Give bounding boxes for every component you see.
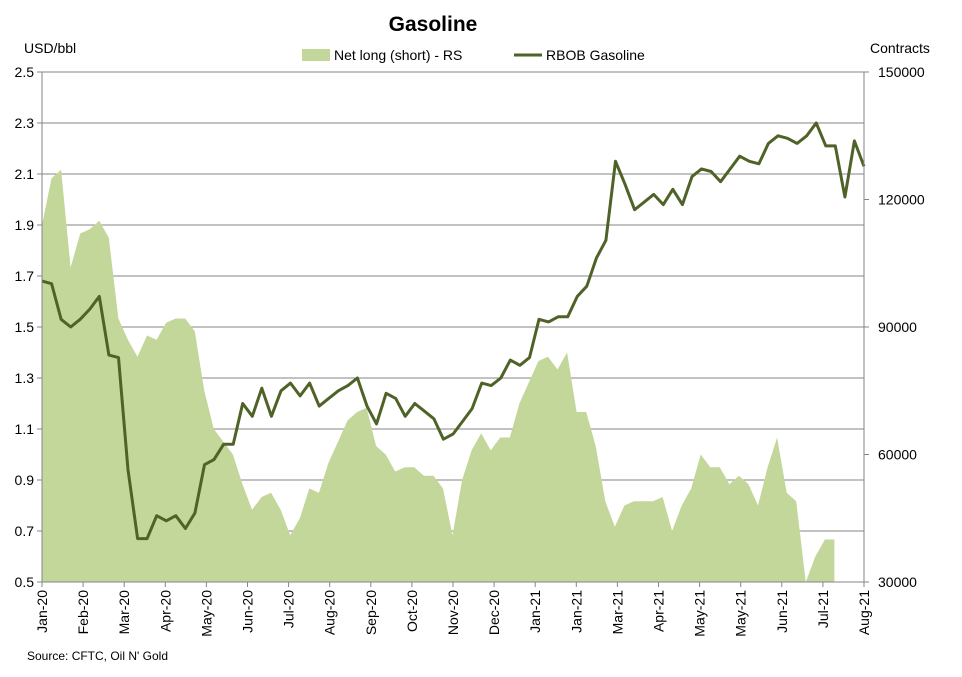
x-tick-label: Jan-21 (527, 590, 543, 633)
right-tick-label: 120000 (878, 192, 925, 208)
x-tick-label: Sep-20 (363, 590, 379, 635)
x-tick-label: Jan-21 (568, 590, 584, 633)
x-tick-label: Mar-21 (609, 590, 625, 635)
x-tick-label: May-21 (733, 590, 749, 637)
left-tick-label: 0.7 (15, 523, 35, 539)
right-axis-ticks: 30000 60000 90000 120000 150000 (864, 64, 925, 590)
rbob-gasoline-line-series (41, 121, 866, 541)
net-long-area (42, 169, 835, 583)
right-tick-label: 60000 (878, 447, 917, 463)
left-tick-label: 1.3 (15, 370, 35, 386)
x-tick-label: Jul-20 (281, 590, 297, 628)
right-tick-label: 90000 (878, 319, 917, 335)
rbob-gasoline-line (41, 121, 866, 541)
x-tick-label: Jul-21 (815, 590, 831, 628)
legend-label-rbob: RBOB Gasoline (546, 47, 645, 63)
x-tick-label: Feb-20 (75, 590, 91, 635)
left-tick-label: 1.9 (15, 217, 35, 233)
left-axis-ticks: 0.5 0.7 0.9 1.1 1.3 1.5 1.7 1.9 2.1 2.3 2.5 (15, 64, 42, 590)
left-tick-label: 1.5 (15, 319, 35, 335)
x-tick-label: May-20 (198, 590, 214, 637)
legend-swatch-net-long (302, 49, 330, 61)
chart-title: Gasoline (389, 13, 478, 36)
left-tick-label: 2.3 (15, 115, 35, 131)
x-tick-label: Aug-20 (322, 590, 338, 635)
x-tick-label: Jun-20 (240, 590, 256, 633)
left-tick-label: 1.1 (15, 421, 35, 437)
right-tick-label: 150000 (878, 64, 925, 80)
right-tick-label: 30000 (878, 574, 917, 590)
net-long-area-series (42, 169, 835, 583)
x-tick-label: Apr-20 (157, 590, 173, 632)
x-tick-label: May-21 (692, 590, 708, 637)
x-tick-label: Mar-20 (116, 590, 132, 635)
source-note: Source: CFTC, Oil N' Gold (27, 649, 168, 663)
x-tick-label: Nov-20 (445, 590, 461, 635)
x-tick-label: Oct-20 (404, 590, 420, 632)
left-tick-label: 0.9 (15, 472, 35, 488)
left-axis-label: USD/bbl (24, 40, 76, 56)
left-tick-label: 2.1 (15, 166, 35, 182)
x-tick-label: Jun-21 (774, 590, 790, 633)
x-tick-label: Dec-20 (486, 590, 502, 635)
left-tick-label: 0.5 (15, 574, 35, 590)
right-axis-label: Contracts (870, 40, 930, 56)
x-tick-label: Aug-21 (856, 590, 872, 635)
left-tick-label: 1.7 (15, 268, 35, 284)
legend: Net long (short) - RS RBOB Gasoline (302, 47, 645, 63)
x-tick-label: Apr-21 (651, 590, 667, 632)
left-tick-label: 2.5 (15, 64, 35, 80)
legend-label-net-long: Net long (short) - RS (334, 47, 462, 63)
x-tick-label: Jan-20 (34, 590, 50, 633)
x-axis-ticks: Jan-20 Feb-20 Mar-20 Apr-20 May-20 Jun-20 Jul-… (34, 582, 872, 637)
